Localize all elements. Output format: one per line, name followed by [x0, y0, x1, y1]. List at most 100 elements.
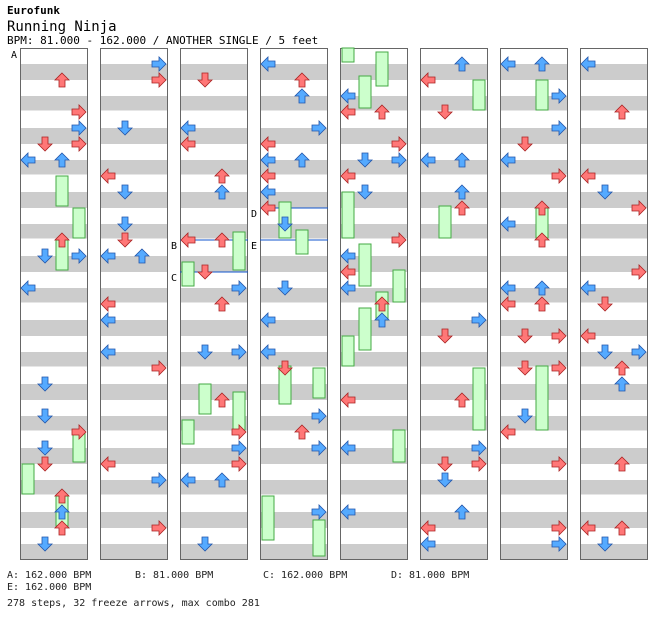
down-arrow-icon [197, 264, 213, 280]
left-arrow-icon [340, 392, 356, 408]
left-arrow-icon [340, 248, 356, 264]
right-arrow-icon [631, 200, 647, 216]
freeze-arrow-icon [472, 367, 486, 431]
right-arrow-icon [231, 456, 247, 472]
down-arrow-icon [277, 280, 293, 296]
up-arrow-icon [534, 232, 550, 248]
down-arrow-icon [437, 456, 453, 472]
left-arrow-icon [100, 344, 116, 360]
down-arrow-icon [597, 344, 613, 360]
right-arrow-icon [71, 248, 87, 264]
down-arrow-icon [517, 408, 533, 424]
left-arrow-icon [260, 200, 276, 216]
left-arrow-icon [100, 168, 116, 184]
left-arrow-icon [100, 456, 116, 472]
left-arrow-icon [340, 280, 356, 296]
right-arrow-icon [231, 440, 247, 456]
right-arrow-icon [71, 424, 87, 440]
down-arrow-icon [117, 120, 133, 136]
left-arrow-icon [180, 136, 196, 152]
right-arrow-icon [631, 344, 647, 360]
freeze-arrow-icon [341, 47, 355, 63]
up-arrow-icon [614, 104, 630, 120]
freeze-arrow-icon [358, 243, 372, 287]
right-arrow-icon [391, 152, 407, 168]
freeze-arrow-icon [535, 79, 549, 111]
right-arrow-icon [151, 56, 167, 72]
step-stats: 278 steps, 32 freeze arrows, max combo 2… [7, 598, 260, 609]
left-arrow-icon [500, 56, 516, 72]
chart-column [420, 48, 488, 560]
up-arrow-icon [534, 296, 550, 312]
left-arrow-icon [580, 280, 596, 296]
left-arrow-icon [500, 424, 516, 440]
left-arrow-icon [340, 504, 356, 520]
down-arrow-icon [597, 536, 613, 552]
up-arrow-icon [294, 424, 310, 440]
up-arrow-icon [374, 104, 390, 120]
left-arrow-icon [260, 168, 276, 184]
right-arrow-icon [551, 536, 567, 552]
freeze-arrow-icon [181, 419, 195, 445]
freeze-arrow-icon [438, 205, 452, 239]
up-arrow-icon [614, 376, 630, 392]
bpm-marker-a: A [11, 50, 17, 61]
right-arrow-icon [551, 88, 567, 104]
up-arrow-icon [214, 232, 230, 248]
left-arrow-icon [340, 104, 356, 120]
up-arrow-icon [54, 504, 70, 520]
right-arrow-icon [551, 120, 567, 136]
bpm-difficulty-line: BPM: 81.000 - 162.000 / ANOTHER SINGLE /… [7, 34, 319, 47]
freeze-arrow-icon [72, 207, 86, 239]
freeze-arrow-icon [312, 367, 326, 399]
left-arrow-icon [260, 136, 276, 152]
left-arrow-icon [260, 344, 276, 360]
left-arrow-icon [100, 248, 116, 264]
bpm-legend-b: B: 81.000 BPM [135, 570, 214, 581]
right-arrow-icon [231, 280, 247, 296]
down-arrow-icon [597, 184, 613, 200]
down-arrow-icon [517, 136, 533, 152]
right-arrow-icon [551, 360, 567, 376]
right-arrow-icon [631, 264, 647, 280]
right-arrow-icon [151, 72, 167, 88]
freeze-arrow-icon [312, 519, 326, 557]
left-arrow-icon [340, 440, 356, 456]
up-arrow-icon [54, 488, 70, 504]
freeze-arrow-icon [472, 79, 486, 111]
down-arrow-icon [117, 184, 133, 200]
left-arrow-icon [340, 88, 356, 104]
down-arrow-icon [357, 184, 373, 200]
right-arrow-icon [231, 344, 247, 360]
freeze-arrow-icon [55, 175, 69, 207]
freeze-arrow-icon [341, 335, 355, 367]
left-arrow-icon [420, 72, 436, 88]
freeze-arrow-icon [535, 365, 549, 431]
down-arrow-icon [37, 456, 53, 472]
up-arrow-icon [134, 248, 150, 264]
up-arrow-icon [534, 200, 550, 216]
right-arrow-icon [551, 520, 567, 536]
up-arrow-icon [54, 152, 70, 168]
down-arrow-icon [197, 344, 213, 360]
up-arrow-icon [294, 72, 310, 88]
freeze-arrow-icon [375, 51, 389, 87]
up-arrow-icon [294, 152, 310, 168]
down-arrow-icon [117, 216, 133, 232]
left-arrow-icon [260, 184, 276, 200]
left-arrow-icon [580, 328, 596, 344]
up-arrow-icon [534, 56, 550, 72]
left-arrow-icon [180, 232, 196, 248]
chart-column [180, 48, 248, 560]
up-arrow-icon [54, 72, 70, 88]
left-arrow-icon [180, 472, 196, 488]
down-arrow-icon [37, 376, 53, 392]
right-arrow-icon [391, 232, 407, 248]
down-arrow-icon [37, 440, 53, 456]
freeze-arrow-icon [21, 463, 35, 495]
right-arrow-icon [471, 456, 487, 472]
left-arrow-icon [500, 296, 516, 312]
down-arrow-icon [517, 360, 533, 376]
down-arrow-icon [37, 136, 53, 152]
bpm-marker-d: D [251, 209, 257, 220]
